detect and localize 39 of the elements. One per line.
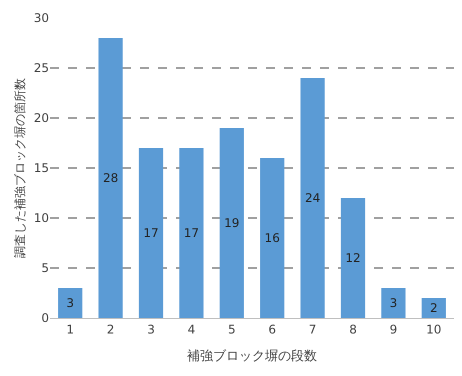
y-tick-label: 20 xyxy=(34,111,49,126)
bar xyxy=(220,128,244,318)
data-label: 24 xyxy=(304,191,320,205)
data-label: 3 xyxy=(66,296,74,310)
y-tick-label: 15 xyxy=(34,161,49,176)
y-tick-label: 10 xyxy=(34,211,49,226)
y-tick-label: 0 xyxy=(41,311,49,326)
x-axis-title: 補強ブロック塀の段数 xyxy=(187,349,317,364)
data-label: 16 xyxy=(264,231,280,245)
data-label: 28 xyxy=(102,171,118,185)
bar xyxy=(58,288,82,318)
x-tick-label: 5 xyxy=(228,322,236,336)
bar xyxy=(138,148,164,318)
y-tick-label: 30 xyxy=(34,11,49,26)
data-label: 19 xyxy=(224,216,240,230)
bar xyxy=(422,298,446,318)
bar xyxy=(98,38,123,318)
x-tick-label: 4 xyxy=(188,322,196,336)
x-tick-label: 3 xyxy=(147,322,155,336)
data-label: 17 xyxy=(184,226,200,240)
data-label: 2 xyxy=(430,301,438,315)
x-tick-label: 6 xyxy=(268,322,276,336)
x-tick-label: 1 xyxy=(66,322,74,336)
data-label: 12 xyxy=(345,251,361,265)
bar xyxy=(260,158,284,318)
data-label: 3 xyxy=(390,296,398,310)
y-tick-label: 5 xyxy=(41,261,49,276)
x-tick-label: 7 xyxy=(308,322,316,336)
bar xyxy=(300,78,325,318)
x-tick-label: 10 xyxy=(426,322,442,336)
y-tick-label: 25 xyxy=(34,61,49,76)
y-axis-title: 調査した補強ブロック塀の箇所数 xyxy=(13,78,28,258)
x-tick-label: 8 xyxy=(349,322,357,336)
x-tick-label: 9 xyxy=(390,322,398,336)
data-label: 17 xyxy=(143,226,159,240)
bar xyxy=(179,148,204,318)
bar xyxy=(381,288,406,318)
x-tick-label: 2 xyxy=(106,322,114,336)
bar xyxy=(340,198,366,318)
